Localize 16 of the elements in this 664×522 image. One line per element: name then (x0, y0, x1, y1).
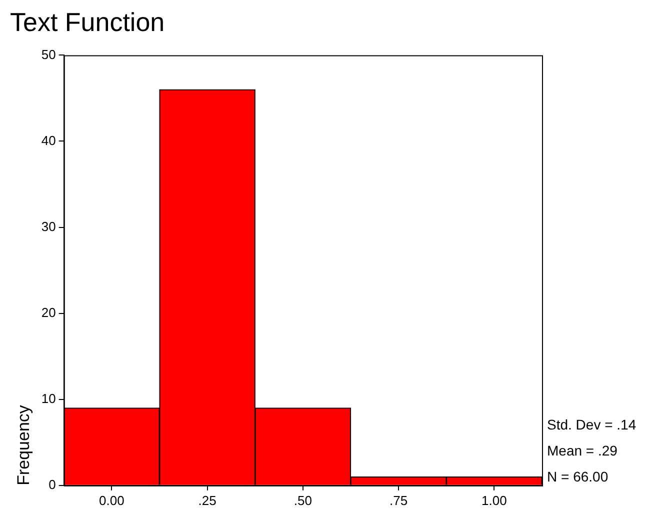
y-tick-label: 10 (41, 390, 56, 406)
text: Std. Dev = .14 (547, 416, 636, 432)
y-tick-label: 50 (41, 46, 56, 62)
text: N = 66.00 (547, 468, 608, 484)
x-tick-label: .50 (294, 492, 312, 508)
x-tick-label: .75 (390, 492, 408, 508)
y-tick-label: 40 (41, 132, 56, 148)
y-tick-label: 30 (41, 218, 56, 234)
text: Mean = .29 (547, 442, 618, 458)
x-tick-label: 0.00 (99, 492, 124, 508)
y-axis-title: Frequency (14, 404, 33, 486)
chart-title: Text Function (10, 6, 165, 37)
y-tick-label: 0 (48, 476, 56, 492)
x-tick-label: .25 (198, 492, 216, 508)
y-tick-label: 20 (41, 304, 56, 320)
x-tick-label: 1.00 (482, 492, 507, 508)
